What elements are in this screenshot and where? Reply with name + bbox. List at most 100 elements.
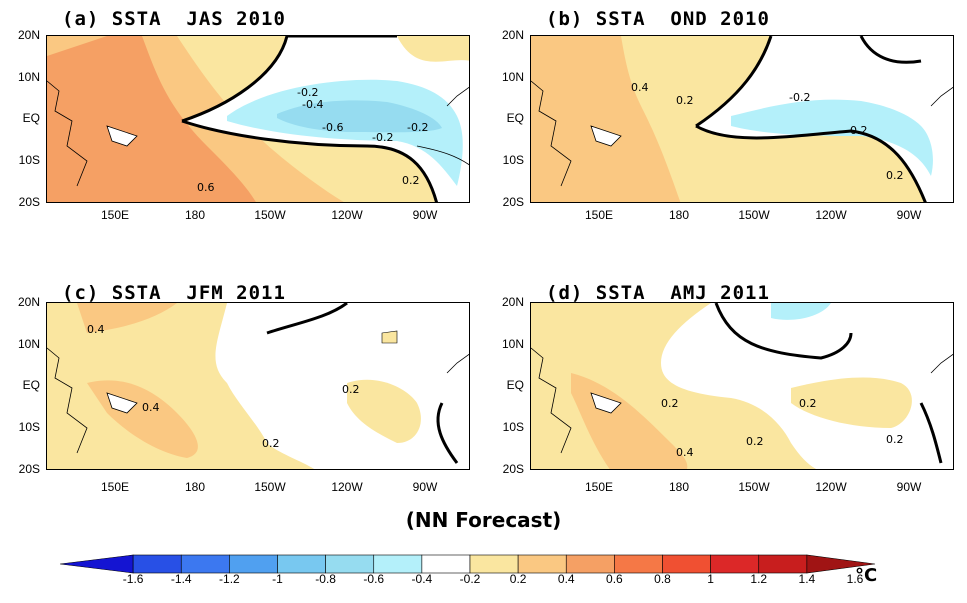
colorbar (60, 554, 876, 574)
colorbar-label: -1 (272, 572, 283, 586)
colorbar-label: -1.4 (170, 572, 192, 586)
contour-label: 0.2 (342, 383, 360, 396)
y-tick: 10S (502, 420, 524, 434)
contour-label: -0.2 (407, 121, 428, 134)
colorbar-swatch (469, 554, 519, 574)
colorbar-swatch (229, 554, 278, 574)
y-tick: 20S (502, 462, 524, 476)
colorbar-swatch (710, 554, 760, 574)
colorbar-swatch (277, 554, 326, 574)
sst-map: 0.2 0.2 0.2 0.2 0.4 (530, 302, 954, 470)
y-tick: 20S (18, 195, 40, 209)
colorbar-label: 0.8 (654, 572, 671, 586)
y-tick: 20S (18, 462, 40, 476)
contour-label: 0.4 (87, 323, 105, 336)
sst-map: 0.4 0.4 0.2 0.2 (46, 302, 470, 470)
x-tick: 150W (254, 480, 286, 494)
colorbar-label: 0.2 (509, 572, 527, 586)
y-tick: EQ (506, 378, 524, 392)
y-tick: 20N (501, 295, 524, 309)
y-tick: 20N (17, 28, 40, 42)
colorbar-label: 0.6 (606, 572, 623, 586)
y-tick: 20S (502, 195, 524, 209)
y-tick: EQ (22, 111, 40, 125)
colorbar-swatch (662, 554, 711, 574)
colorbar-label: 0.4 (557, 572, 575, 586)
panel-title: (d) SSTA AMJ 2011 (546, 282, 770, 304)
y-tick: 10N (501, 70, 524, 84)
colorbar-swatch (325, 554, 375, 574)
sst-map: 0.4 0.2 -0.2 -0.2 0.2 (530, 35, 954, 203)
colorbar-swatch (614, 554, 663, 574)
colorbar-label: -0.4 (411, 572, 433, 586)
colorbar-label: -0.8 (315, 572, 336, 586)
colorbar-label: 1.6 (846, 572, 864, 586)
contour-label: 0.2 (262, 437, 280, 450)
x-tick: 90W (412, 208, 438, 222)
contour-label: -0.2 (372, 131, 393, 144)
colorbar-label: -0.6 (363, 572, 385, 586)
y-tick: EQ (22, 378, 40, 392)
y-tick: 10S (502, 153, 524, 167)
colorbar-swatch (806, 554, 876, 574)
x-tick: 180 (668, 208, 690, 222)
colorbar-label: 1.2 (750, 572, 768, 586)
colorbar-label: -0.2 (459, 572, 481, 586)
contour-label: 0.2 (676, 94, 694, 107)
y-tick: 10N (17, 70, 40, 84)
colorbar-swatch (565, 554, 615, 574)
colorbar-label: -1.2 (219, 572, 240, 586)
x-tick: 120W (331, 208, 363, 222)
x-tick: 120W (815, 480, 847, 494)
colorbar-swatch (132, 554, 182, 574)
x-tick: 150W (738, 480, 770, 494)
footer-caption: (NN Forecast) (405, 508, 562, 532)
colorbar-swatch (517, 554, 567, 574)
y-tick: 10N (17, 337, 40, 351)
y-tick: 10S (18, 153, 40, 167)
colorbar-swatch (758, 554, 808, 574)
sst-map: -0.2 -0.4 -0.6 -0.2 -0.2 0.6 0.2 (46, 35, 470, 203)
contour-label: -0.2 (297, 86, 318, 99)
panel-title: (c) SSTA JFM 2011 (62, 282, 286, 304)
contour-label: -0.6 (322, 121, 343, 134)
colorbar-swatch (60, 554, 134, 574)
y-tick: 20N (17, 295, 40, 309)
contour-label: 0.2 (886, 169, 904, 182)
y-tick: 20N (501, 28, 524, 42)
contour-label: -0.2 (846, 124, 867, 137)
unit-label: °C (855, 565, 878, 586)
contour-label: 0.6 (197, 181, 215, 194)
x-tick: 120W (815, 208, 847, 222)
contour-label: 0.2 (886, 433, 904, 446)
x-tick: 150W (738, 208, 770, 222)
contour-label: -0.2 (789, 91, 810, 104)
x-tick: 150E (584, 480, 614, 494)
contour-label: 0.4 (631, 81, 649, 94)
x-tick: 180 (184, 208, 206, 222)
x-tick: 180 (184, 480, 206, 494)
x-tick: 120W (331, 480, 363, 494)
x-tick: 90W (896, 480, 922, 494)
contour-label: 0.4 (142, 401, 160, 414)
x-tick: 90W (412, 480, 438, 494)
contour-label: 0.2 (661, 397, 679, 410)
colorbar-swatch (373, 554, 423, 574)
x-tick: 90W (896, 208, 922, 222)
x-tick: 150E (584, 208, 614, 222)
colorbar-swatch (180, 554, 230, 574)
contour-label: -0.4 (302, 98, 323, 111)
panel-title: (a) SSTA JAS 2010 (62, 8, 286, 30)
y-tick: 10S (18, 420, 40, 434)
colorbar-swatch (421, 554, 471, 574)
colorbar-label: -1.6 (122, 572, 144, 586)
x-tick: 180 (668, 480, 690, 494)
contour-label: 0.2 (799, 397, 817, 410)
x-tick: 150W (254, 208, 286, 222)
x-tick: 150E (100, 480, 130, 494)
colorbar-label: 1.4 (798, 572, 816, 586)
y-tick: EQ (506, 111, 524, 125)
y-tick: 10N (501, 337, 524, 351)
contour-label: 0.2 (402, 174, 420, 187)
x-tick: 150E (100, 208, 130, 222)
